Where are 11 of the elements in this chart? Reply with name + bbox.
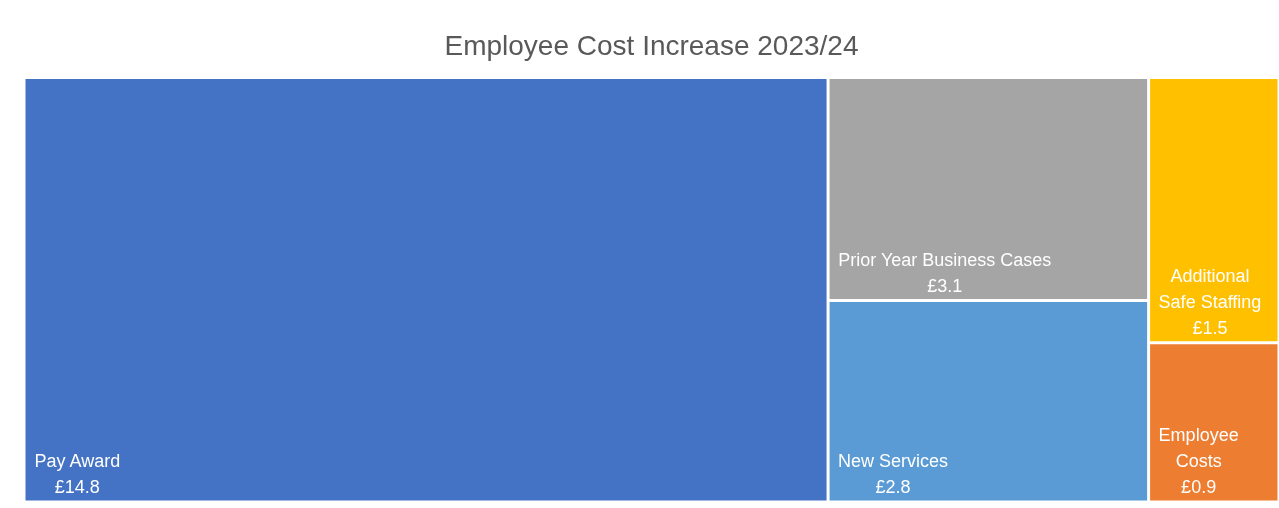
category-label: Prior Year Business Cases <box>838 249 1052 270</box>
category-label: Additional Safe Staffing <box>1158 265 1262 312</box>
data-label: £2.8 <box>875 476 911 497</box>
category-label: Pay Award <box>34 450 121 471</box>
text: Employee Cost Increase 2023/24 <box>444 29 859 61</box>
data-label: £1.5 <box>1192 317 1228 338</box>
data-label: £3.1 <box>927 275 963 296</box>
data-label: £14.8 <box>54 476 100 497</box>
category-label: Employee Costs <box>1158 424 1239 471</box>
data-label: £0.9 <box>1181 476 1217 497</box>
category-label: New Services <box>838 450 949 471</box>
